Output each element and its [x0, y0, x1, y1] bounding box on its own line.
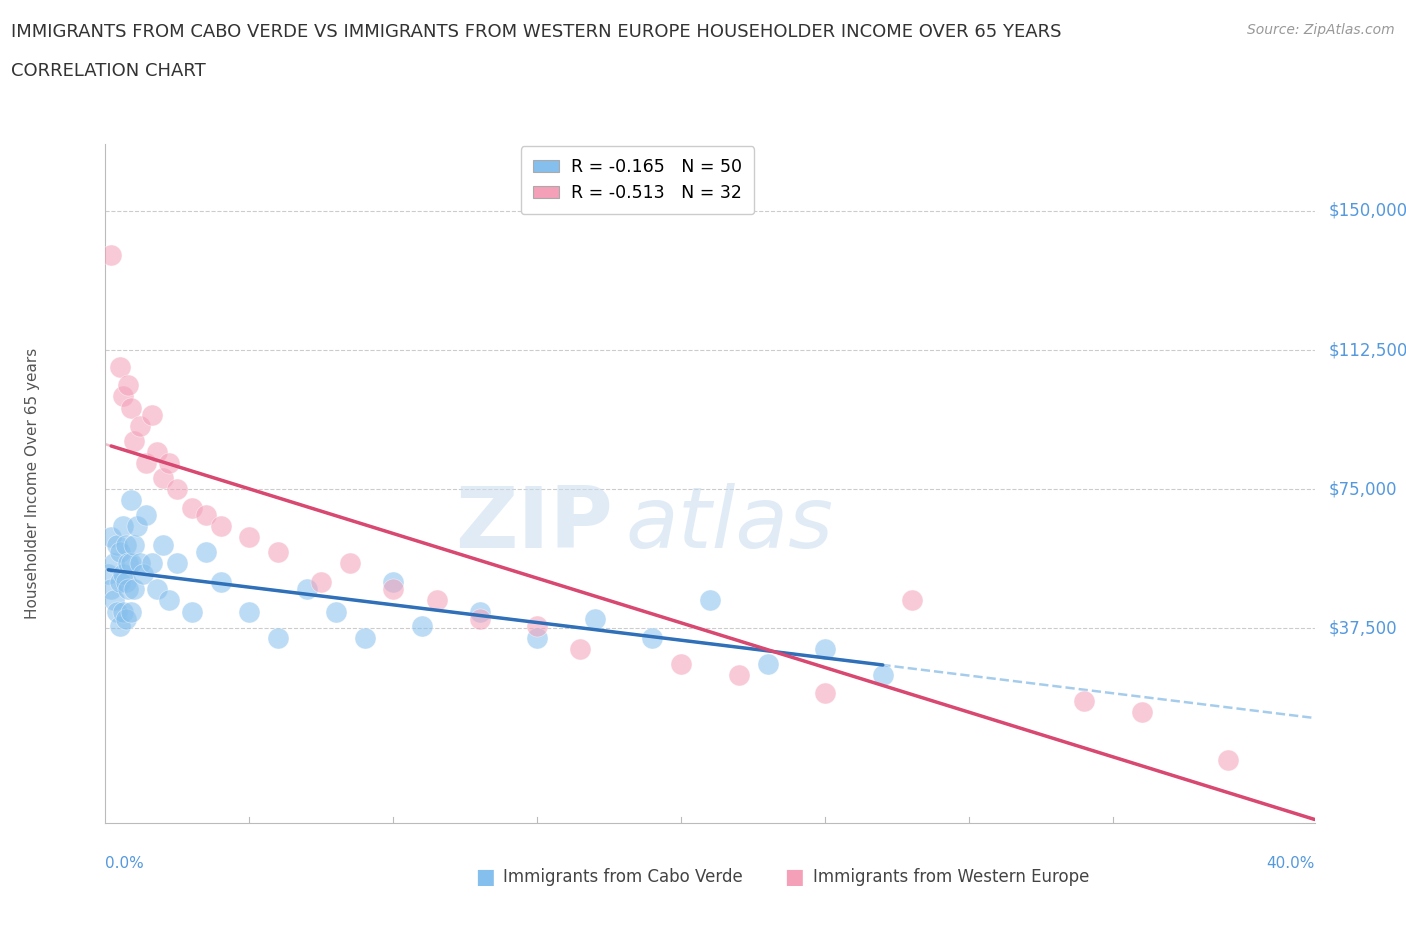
Point [120, 493, 142, 508]
Point [132, 567, 155, 582]
Text: Immigrants from Western Europe: Immigrants from Western Europe [813, 868, 1090, 886]
Point [152, 538, 174, 552]
Point [295, 582, 318, 597]
Text: ■: ■ [475, 867, 495, 887]
Point [100, 582, 122, 597]
Point [141, 556, 163, 571]
Text: Immigrants from Cabo Verde: Immigrants from Cabo Verde [503, 868, 744, 886]
Point [382, 575, 405, 590]
Text: atlas: atlas [626, 483, 834, 565]
Point [872, 667, 894, 682]
Point [209, 519, 232, 534]
Point [141, 407, 163, 422]
Point [267, 545, 290, 560]
Point [105, 538, 128, 552]
Legend: R = -0.165   N = 50, R = -0.513   N = 32: R = -0.165 N = 50, R = -0.513 N = 32 [520, 146, 754, 214]
Point [325, 604, 347, 619]
Point [114, 612, 136, 627]
Text: $112,500: $112,500 [1329, 341, 1406, 359]
Point [103, 556, 125, 571]
Point [120, 400, 142, 415]
Point [267, 631, 290, 645]
Point [111, 567, 134, 582]
Point [157, 593, 180, 608]
Point [1218, 752, 1240, 767]
Point [180, 604, 202, 619]
Point [339, 556, 361, 571]
Point [120, 556, 142, 571]
Point [526, 631, 548, 645]
Text: ZIP: ZIP [456, 483, 613, 565]
Point [111, 604, 134, 619]
Point [900, 593, 922, 608]
Text: 40.0%: 40.0% [1267, 857, 1315, 871]
Point [1073, 693, 1095, 708]
Point [103, 593, 125, 608]
Point [727, 667, 749, 682]
Point [108, 575, 131, 590]
Point [122, 538, 145, 552]
Point [100, 530, 122, 545]
Point [105, 604, 128, 619]
Point [814, 685, 837, 700]
Point [114, 575, 136, 590]
Point [117, 556, 139, 571]
Point [583, 612, 606, 627]
Point [671, 656, 693, 671]
Point [108, 545, 131, 560]
Point [100, 248, 122, 263]
Point [120, 604, 142, 619]
Point [411, 619, 433, 634]
Text: $37,500: $37,500 [1329, 619, 1398, 637]
Point [146, 445, 169, 459]
Point [195, 508, 218, 523]
Point [238, 530, 260, 545]
Point [526, 619, 548, 634]
Point [468, 612, 491, 627]
Point [699, 593, 721, 608]
Text: Householder Income Over 65 years: Householder Income Over 65 years [25, 348, 41, 619]
Point [108, 359, 131, 374]
Point [146, 582, 169, 597]
Point [97, 567, 120, 582]
Point [129, 556, 152, 571]
Point [117, 378, 139, 392]
Point [195, 545, 218, 560]
Point [180, 500, 202, 515]
Text: IMMIGRANTS FROM CABO VERDE VS IMMIGRANTS FROM WESTERN EUROPE HOUSEHOLDER INCOME : IMMIGRANTS FROM CABO VERDE VS IMMIGRANTS… [11, 23, 1062, 41]
Point [111, 519, 134, 534]
Point [641, 631, 664, 645]
Text: Source: ZipAtlas.com: Source: ZipAtlas.com [1247, 23, 1395, 37]
Point [311, 575, 333, 590]
Text: $75,000: $75,000 [1329, 480, 1398, 498]
Point [127, 519, 149, 534]
Point [468, 604, 491, 619]
Text: ■: ■ [785, 867, 804, 887]
Point [122, 582, 145, 597]
Point [353, 631, 375, 645]
Point [382, 582, 405, 597]
Point [122, 433, 145, 448]
Text: $150,000: $150,000 [1329, 202, 1406, 219]
Point [1130, 704, 1153, 719]
Point [117, 582, 139, 597]
Point [166, 556, 188, 571]
Text: 0.0%: 0.0% [105, 857, 145, 871]
Point [425, 593, 447, 608]
Point [108, 619, 131, 634]
Point [129, 418, 152, 433]
Point [152, 471, 174, 485]
Point [111, 389, 134, 404]
Point [166, 482, 188, 497]
Point [814, 642, 837, 657]
Point [238, 604, 260, 619]
Point [756, 656, 779, 671]
Point [209, 575, 232, 590]
Text: CORRELATION CHART: CORRELATION CHART [11, 62, 207, 80]
Point [135, 456, 157, 471]
Point [157, 456, 180, 471]
Point [135, 508, 157, 523]
Point [569, 642, 592, 657]
Point [114, 538, 136, 552]
